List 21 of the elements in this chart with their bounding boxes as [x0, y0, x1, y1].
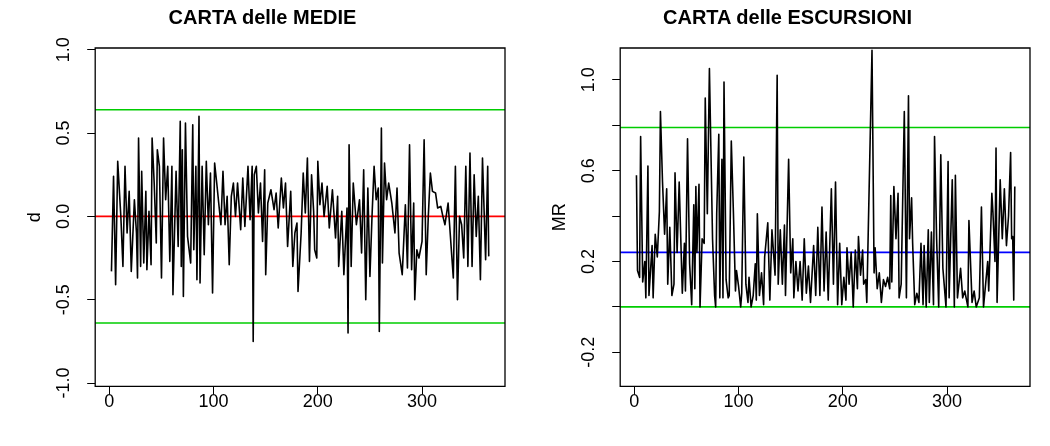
y-tick-label: 0.5	[52, 120, 73, 146]
x-tick-label: 0	[629, 391, 640, 412]
y-tick-label: 0.0	[52, 203, 73, 229]
y-tick-label: -0.5	[52, 284, 73, 316]
y-axis-title: d	[23, 212, 44, 223]
x-tick-label: 100	[723, 391, 754, 412]
x-tick-label: 200	[302, 391, 333, 412]
y-axis-title: MR	[548, 203, 569, 232]
chart-title: CARTA delle MEDIE	[167, 6, 358, 29]
y-tick-label: 1.0	[577, 67, 598, 93]
y-tick-label: -1.0	[52, 367, 73, 399]
y-tick-label: -0.2	[577, 336, 598, 368]
y-tick-label: 1.0	[52, 37, 73, 63]
x-tick-label: 200	[827, 391, 858, 412]
x-tick-label: 100	[198, 391, 229, 412]
chart-title: CARTA delle ESCURSIONI	[662, 6, 913, 29]
y-tick-label: 0.6	[577, 158, 598, 184]
x-tick-label: 300	[407, 391, 438, 412]
x-tick-label: 300	[932, 391, 963, 412]
x-tick-label: 0	[104, 391, 115, 412]
y-tick-label: 0.2	[577, 248, 598, 274]
